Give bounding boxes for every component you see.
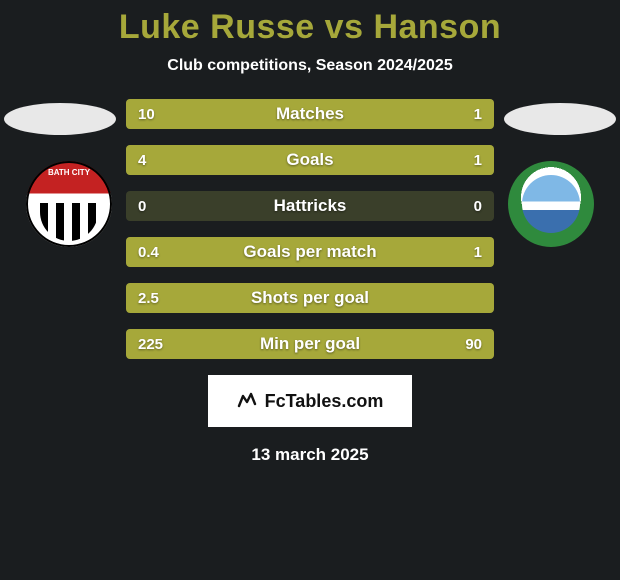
stat-bar-right: [461, 99, 494, 129]
stat-bar-right: [420, 145, 494, 175]
team-right-crest-inner: [522, 175, 580, 233]
stat-bar-right: [233, 237, 494, 267]
stat-row: 0.41Goals per match: [126, 237, 494, 267]
stat-bars: 101Matches 41Goals 0 0Hattricks 0.41Goals pe…: [126, 99, 494, 359]
player-left-name: Luke Russe: [119, 8, 315, 46]
stat-bar-left: [126, 145, 420, 175]
player-right-name: Hanson: [373, 8, 501, 46]
brand-box[interactable]: FcTables.com: [208, 375, 412, 427]
vs-word: vs: [325, 8, 364, 46]
stat-row: 41Goals: [126, 145, 494, 175]
stat-row: 2.5Shots per goal: [126, 283, 494, 313]
team-left-crest-stripes: [40, 203, 98, 241]
stat-label: Hattricks: [126, 191, 494, 221]
stat-bar-left: [126, 329, 387, 359]
team-left-crest-label: BATH CITY: [26, 169, 112, 178]
stat-bar-left: [126, 237, 233, 267]
comparison-arena: BATH CITY 101Matches 41Goals 0 0Hattricks 0.…: [0, 99, 620, 465]
brand-text: FcTables.com: [265, 391, 384, 412]
player-left-avatar-placeholder: [4, 103, 116, 135]
player-right-avatar-placeholder: [504, 103, 616, 135]
stat-value-left: 0: [138, 191, 146, 221]
stat-row: 101Matches: [126, 99, 494, 129]
stat-value-right: 0: [474, 191, 482, 221]
brand-logo-icon: [237, 390, 259, 413]
date-label: 13 march 2025: [0, 445, 620, 465]
stat-bar-left: [126, 99, 461, 129]
stat-bar-right: [387, 329, 494, 359]
stat-bar-left: [126, 283, 494, 313]
stat-row: 0 0Hattricks: [126, 191, 494, 221]
comparison-title: Luke Russe vs Hanson: [0, 0, 620, 47]
subtitle: Club competitions, Season 2024/2025: [0, 57, 620, 75]
team-left-crest: BATH CITY: [26, 161, 112, 247]
team-right-crest: [508, 161, 594, 247]
stat-row: 22590Min per goal: [126, 329, 494, 359]
